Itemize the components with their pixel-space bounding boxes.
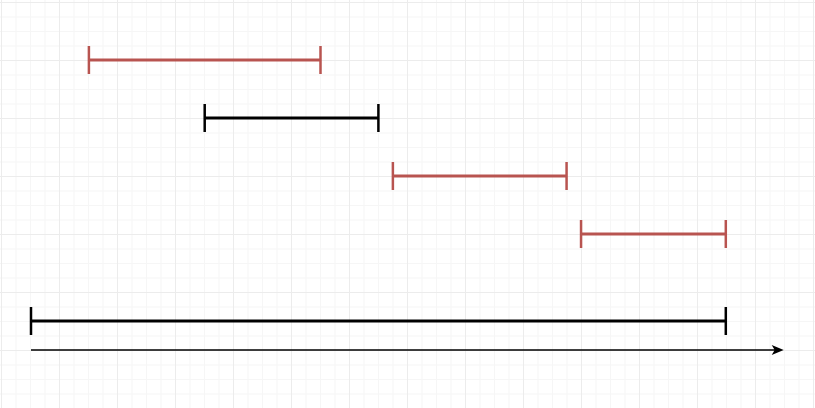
interval-layer	[29, 46, 728, 335]
time-axis	[31, 345, 784, 355]
red-interval-3	[579, 220, 728, 248]
axis-arrow-icon	[771, 345, 784, 355]
red-interval-2	[391, 162, 568, 190]
full-span-interval	[29, 307, 728, 335]
black-interval-1	[203, 104, 380, 132]
red-interval-1	[87, 46, 322, 74]
